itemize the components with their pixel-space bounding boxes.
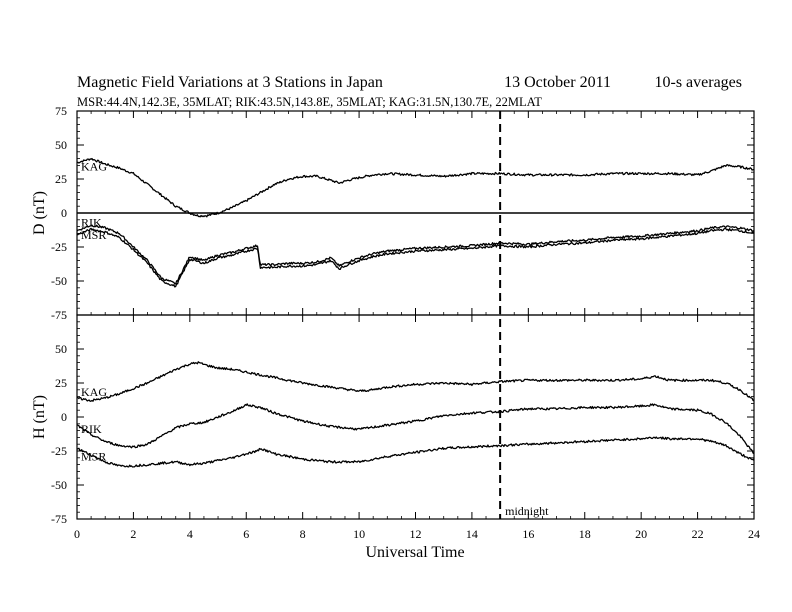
y-axis-label: D (nT) [31, 191, 48, 235]
chart-title: Magnetic Field Variations at 3 Stations … [77, 74, 383, 91]
station-coordinates: MSR:44.4N,142.3E, 35MLAT; RIK:43.5N,143.… [77, 95, 542, 109]
y-tick-label: -50 [51, 274, 67, 288]
chart-date: 13 October 2011 [504, 74, 611, 91]
y-tick-label: 0 [61, 410, 67, 424]
series-line-kag [76, 361, 755, 402]
chart-averaging: 10-s averages [654, 74, 742, 91]
x-tick-label: 10 [353, 527, 365, 541]
midnight-marker: midnight [499, 111, 549, 519]
y-tick-label: -75 [51, 308, 67, 322]
x-tick-label: 12 [410, 527, 422, 541]
series-label-rik: RIK [81, 216, 102, 230]
series-label-kag: KAG [81, 160, 107, 174]
x-tick-label: 14 [466, 527, 478, 541]
x-tick-label: 18 [579, 527, 591, 541]
panel-frame [76, 314, 755, 520]
y-tick-label: -25 [51, 444, 67, 458]
midnight-label: midnight [505, 504, 549, 518]
series-line-msr [76, 227, 755, 288]
series-line-rik [76, 403, 755, 455]
y-tick-label: 25 [55, 172, 67, 186]
y-tick-label: -75 [51, 512, 67, 526]
series-label-msr: MSR [81, 449, 106, 463]
y-tick-label: -50 [51, 478, 67, 492]
x-axis: 0 2 4 6 8 10 12 14 16 18 20 22 24 [74, 111, 760, 541]
series-label-kag: KAG [81, 385, 107, 399]
series-line-rik [76, 224, 755, 285]
horizontal-panel: 50 25 0 -25 -50 -75 H (nT) KAG RIK MSR [31, 314, 755, 526]
series-label-msr: MSR [81, 228, 106, 242]
y-tick-label: 25 [55, 376, 67, 390]
x-tick-label: 8 [300, 527, 306, 541]
y-tick-label: 75 [55, 104, 67, 118]
x-tick-label: 20 [635, 527, 647, 541]
x-tick-label: 22 [692, 527, 704, 541]
x-tick-label: 16 [522, 527, 534, 541]
x-tick-label: 4 [187, 527, 193, 541]
series-label-rik: RIK [81, 422, 102, 436]
y-tick-label: 50 [55, 342, 67, 356]
x-tick-label: 0 [74, 527, 80, 541]
x-tick-label: 24 [748, 527, 760, 541]
x-axis-label: Universal Time [365, 544, 464, 561]
series-line-msr [76, 436, 755, 468]
x-tick-label: 6 [243, 527, 249, 541]
x-tick-label: 2 [130, 527, 136, 541]
y-axis-label: H (nT) [31, 395, 48, 439]
series-line-kag [76, 157, 755, 218]
y-tick-label: 50 [55, 138, 67, 152]
y-tick-label: 0 [61, 206, 67, 220]
y-tick-label: -25 [51, 240, 67, 254]
